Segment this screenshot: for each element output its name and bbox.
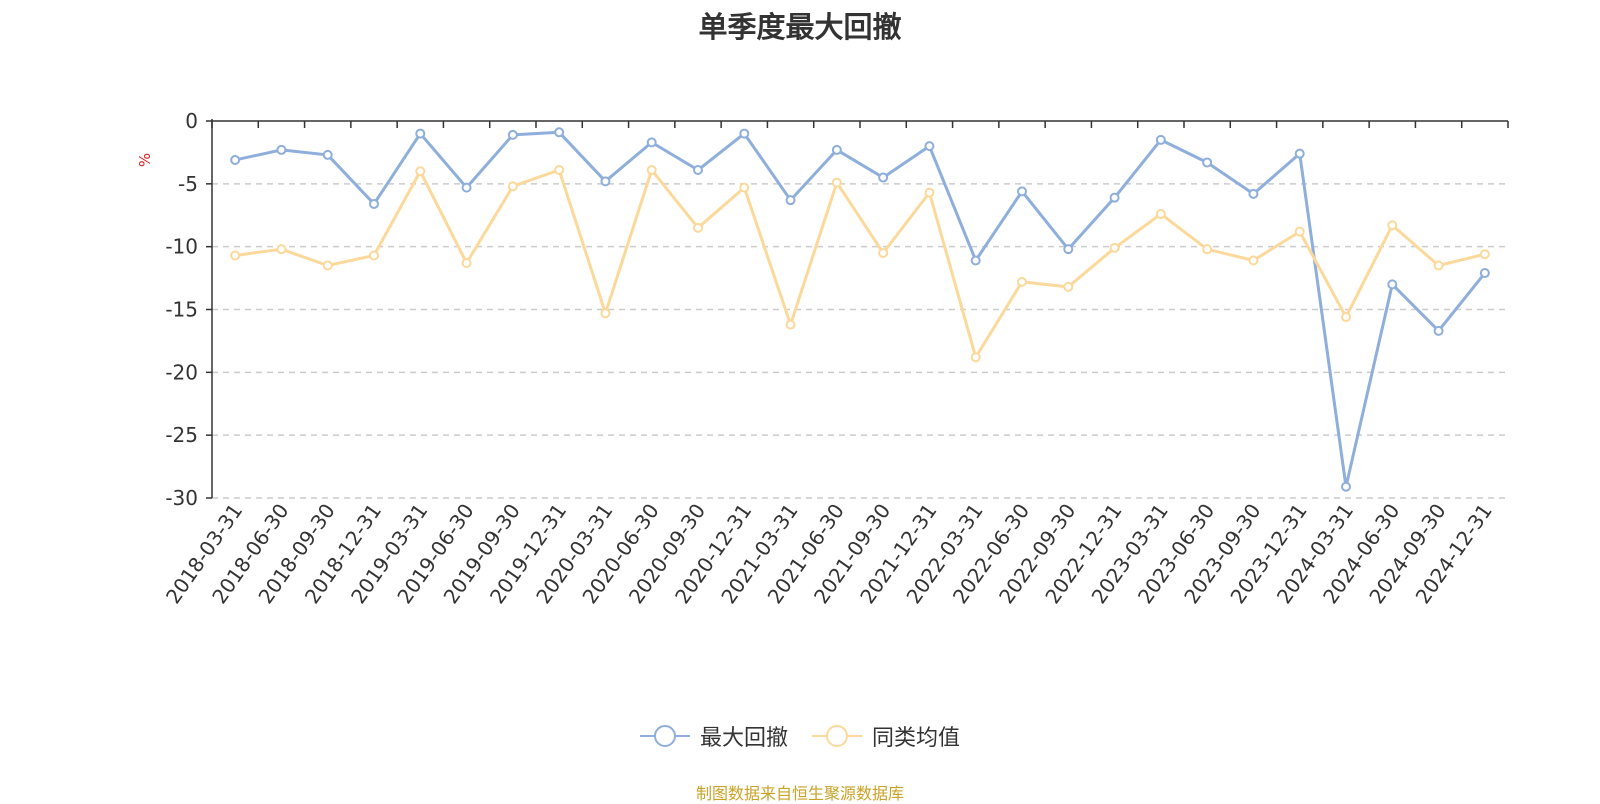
y-tick-label: -15 [165,298,198,322]
data-point-1 [739,182,750,193]
grid-lines [212,183,1508,499]
source-note: 制图数据来自恒生聚源数据库 [695,784,904,803]
data-point-0 [1063,244,1074,255]
data-point-0 [1109,192,1120,203]
y-tick-label: 0 [185,109,198,133]
legend-label: 最大回撤 [699,726,788,751]
series-line-0 [234,130,1487,489]
data-point-1 [1341,312,1351,323]
data-point-0 [554,127,565,138]
data-point-0 [1387,279,1398,290]
data-point-0 [831,144,842,155]
legend-label: 同类均值 [872,726,961,751]
data-point-1 [461,258,472,269]
data-point-1 [415,166,426,177]
data-point-1 [646,165,657,176]
data-point-1 [785,319,796,330]
series-line-1 [234,168,1486,359]
y-tick-label: -20 [165,360,198,384]
data-point-1 [693,222,703,233]
data-point-0 [461,182,472,193]
chart-title: 单季度最大回撤 [698,10,902,44]
data-point-0 [322,149,333,160]
data-point-1 [831,177,842,188]
data-point-1 [230,250,241,261]
data-point-0 [646,137,657,148]
data-point-1 [322,260,333,271]
data-point-0 [739,128,750,139]
data-point-1 [1109,242,1120,253]
data-point-0 [600,176,611,187]
data-point-0 [1155,134,1166,145]
data-point-0 [369,198,379,209]
data-point-1 [1248,255,1259,266]
y-tick-label: -25 [165,423,198,447]
data-point-1 [369,250,379,261]
y-tick-label: -10 [165,235,198,259]
data-point-0 [1341,481,1351,492]
data-point-0 [924,141,935,152]
data-point-0 [230,154,241,165]
data-point-0 [1433,325,1444,336]
data-point-1 [600,308,611,319]
legend-marker-icon [812,725,862,747]
legend-item-max-drawdown[interactable]: 最大回撤 [639,720,788,752]
legend: 最大回撤 同类均值 [0,720,1600,752]
data-point-0 [507,129,518,140]
data-point-0 [785,195,796,206]
data-point-0 [1248,188,1259,199]
y-tick-label: -5 [178,172,198,196]
data-point-0 [693,165,703,176]
data-point-1 [276,244,287,255]
data-point-0 [415,128,426,139]
data-point-1 [1155,208,1166,219]
data-point-1 [1017,276,1027,287]
data-point-1 [1202,244,1213,255]
data-point-0 [1294,148,1305,159]
y-tick-label: -30 [165,486,198,510]
data-point-1 [554,165,565,176]
series-points [230,127,1490,492]
data-point-0 [878,172,889,183]
data-point-1 [1063,281,1074,292]
data-point-0 [970,255,981,266]
data-point-0 [1202,157,1213,168]
data-point-0 [1479,268,1490,279]
data-point-1 [1387,220,1398,231]
data-point-1 [1294,226,1305,237]
legend-item-peer-average[interactable]: 同类均值 [812,720,960,752]
data-point-1 [924,187,935,198]
data-point-1 [507,181,518,192]
legend-marker-icon [639,725,690,747]
data-point-1 [1479,249,1490,260]
data-point-1 [970,352,981,363]
data-point-0 [276,144,287,155]
axes [206,119,1509,499]
y-axis-label: % [136,153,154,167]
data-point-1 [878,247,889,258]
data-point-1 [1433,260,1444,271]
data-point-0 [1017,186,1027,197]
series-lines [234,130,1487,489]
